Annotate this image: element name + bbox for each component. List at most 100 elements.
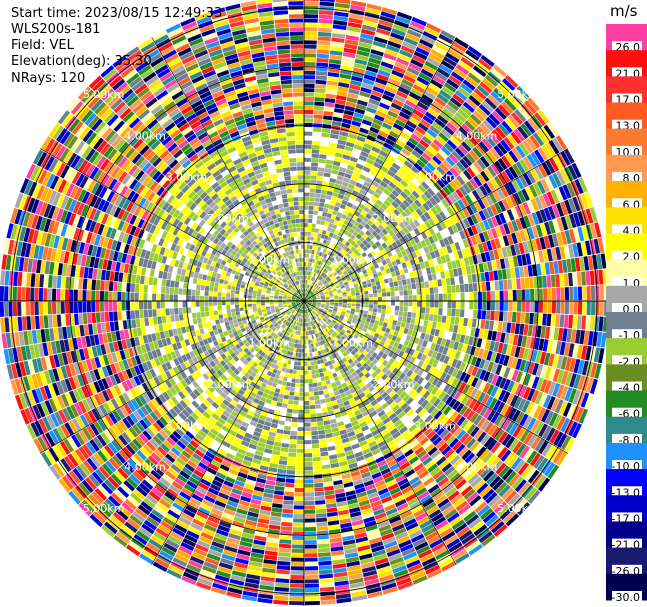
velocity-gate xyxy=(377,304,382,309)
velocity-gate xyxy=(504,333,510,344)
velocity-gate xyxy=(449,97,463,108)
velocity-gate xyxy=(487,165,497,178)
velocity-gate xyxy=(494,280,500,291)
velocity-gate xyxy=(553,431,564,446)
velocity-gate xyxy=(470,264,476,274)
velocity-gate xyxy=(352,67,366,74)
velocity-gate xyxy=(340,64,353,71)
velocity-gate xyxy=(398,221,406,230)
velocity-gate xyxy=(280,526,293,531)
velocity-gate xyxy=(342,292,347,295)
velocity-gate xyxy=(312,287,316,292)
velocity-gate xyxy=(312,277,316,282)
velocity-gate xyxy=(321,407,328,413)
velocity-gate xyxy=(287,404,294,409)
velocity-gate xyxy=(312,245,316,250)
velocity-gate xyxy=(317,40,331,46)
velocity-gate xyxy=(342,294,347,297)
velocity-gate xyxy=(516,312,521,324)
velocity-gate xyxy=(333,206,340,212)
velocity-gate xyxy=(440,338,447,347)
velocity-gate xyxy=(485,116,498,129)
velocity-gate xyxy=(556,416,567,431)
velocity-gate xyxy=(309,391,314,397)
velocity-gate xyxy=(314,97,325,102)
velocity-gate xyxy=(440,271,446,279)
velocity-gate xyxy=(494,107,507,120)
velocity-gate xyxy=(576,242,583,257)
velocity-gate xyxy=(361,185,369,192)
velocity-gate xyxy=(346,288,351,292)
velocity-gate xyxy=(463,257,470,267)
velocity-gate xyxy=(324,168,332,174)
velocity-gate xyxy=(315,508,327,514)
velocity-gate xyxy=(469,292,474,301)
velocity-gate xyxy=(375,241,381,248)
velocity-gate xyxy=(310,232,315,237)
velocity-gate xyxy=(346,137,356,144)
velocity-gate xyxy=(432,155,442,166)
velocity-gate xyxy=(453,324,459,334)
velocity-gate xyxy=(570,329,577,343)
velocity-gate xyxy=(320,306,325,309)
velocity-gate xyxy=(400,45,415,55)
velocity-gate xyxy=(345,34,360,42)
velocity-gate xyxy=(340,313,345,317)
velocity-gate xyxy=(517,301,522,312)
velocity-gate xyxy=(318,229,323,234)
velocity-gate xyxy=(330,214,337,220)
velocity-gate xyxy=(455,259,462,268)
velocity-gate xyxy=(416,142,427,152)
velocity-gate xyxy=(455,188,464,199)
velocity-gate xyxy=(397,251,403,259)
velocity-gate xyxy=(337,264,343,269)
velocity-gate xyxy=(388,237,395,244)
velocity-gate xyxy=(373,304,378,309)
velocity-gate xyxy=(454,350,461,360)
velocity-gate xyxy=(544,221,552,235)
velocity-gate xyxy=(294,391,300,397)
velocity-gate xyxy=(551,301,557,314)
velocity-gate xyxy=(312,456,321,462)
velocity-gate xyxy=(321,216,327,222)
velocity-gate xyxy=(304,79,315,84)
velocity-gate xyxy=(515,358,523,371)
velocity-gate xyxy=(511,311,517,323)
velocity-gate xyxy=(315,255,319,260)
velocity-gate xyxy=(363,142,373,150)
velocity-gate xyxy=(304,414,311,419)
velocity-gate xyxy=(329,302,334,305)
velocity-gate xyxy=(335,313,341,317)
velocity-gate xyxy=(388,36,403,45)
velocity-gate xyxy=(318,158,326,164)
velocity-gate xyxy=(377,106,389,114)
velocity-gate xyxy=(332,233,338,239)
velocity-gate xyxy=(423,246,430,254)
velocity-gate xyxy=(318,14,334,20)
velocity-gate xyxy=(274,437,283,443)
velocity-gate xyxy=(451,358,459,368)
velocity-gate xyxy=(334,304,339,307)
velocity-gate xyxy=(491,362,499,374)
velocity-gate xyxy=(490,163,501,175)
velocity-gate xyxy=(448,153,459,164)
velocity-gate xyxy=(346,30,361,37)
velocity-gate xyxy=(304,405,310,410)
velocity-gate xyxy=(351,75,363,83)
velocity-gate xyxy=(308,280,311,285)
velocity-gate xyxy=(304,249,307,254)
velocity-gate xyxy=(432,359,439,368)
velocity-gate xyxy=(360,319,366,325)
velocity-gate xyxy=(318,288,322,292)
velocity-gate xyxy=(452,164,463,175)
velocity-gate xyxy=(308,298,312,300)
velocity-gate xyxy=(547,205,556,220)
velocity-gate xyxy=(344,173,352,179)
velocity-gate xyxy=(539,379,548,393)
velocity-gate xyxy=(411,251,418,259)
velocity-gate xyxy=(372,213,380,220)
velocity-gate xyxy=(345,141,355,148)
velocity-gate xyxy=(336,320,342,325)
velocity-gate xyxy=(304,361,308,366)
velocity-gate xyxy=(467,226,475,237)
